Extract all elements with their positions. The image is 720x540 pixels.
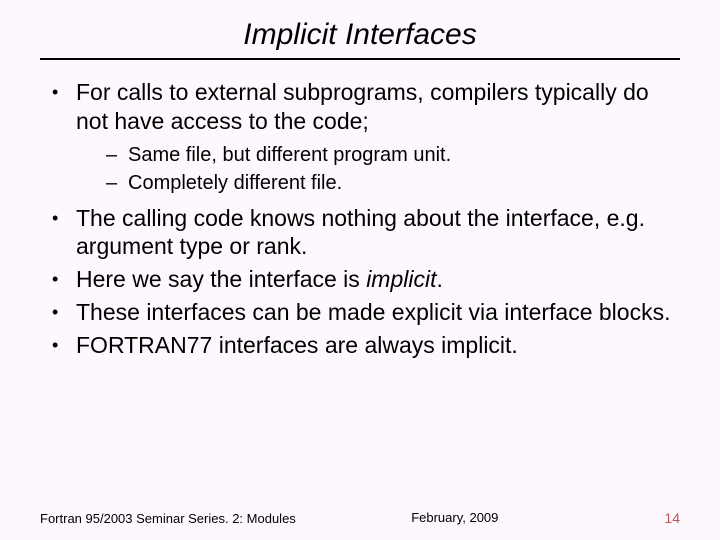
sub-item: Completely different file. (106, 170, 680, 196)
bullet-list: For calls to external subprograms, compi… (48, 78, 680, 359)
bullet-item: Here we say the interface is implicit. (48, 265, 680, 294)
bullet-item: For calls to external subprograms, compi… (48, 78, 680, 196)
bullet-text: . (436, 266, 442, 292)
bullet-item: The calling code knows nothing about the… (48, 204, 680, 262)
title-rule (40, 58, 680, 60)
sub-list: Same file, but different program unit. C… (106, 142, 680, 196)
bullet-text: Here we say the interface is (76, 266, 366, 292)
slide-title: Implicit Interfaces (40, 18, 680, 52)
slide: Implicit Interfaces For calls to externa… (0, 0, 720, 540)
page-number: 14 (664, 510, 680, 526)
bullet-item: These interfaces can be made explicit vi… (48, 298, 680, 327)
sub-item: Same file, but different program unit. (106, 142, 680, 168)
bullet-text: For calls to external subprograms, compi… (76, 79, 649, 134)
italic-word: implicit (366, 266, 436, 292)
footer-date: February, 2009 (411, 510, 498, 525)
bullet-item: FORTRAN77 interfaces are always implicit… (48, 331, 680, 360)
footer-left: Fortran 95/2003 Seminar Series. 2: Modul… (40, 511, 296, 526)
footer: Fortran 95/2003 Seminar Series. 2: Modul… (40, 510, 680, 526)
